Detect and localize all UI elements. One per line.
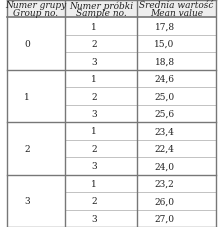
- Text: 26,0: 26,0: [154, 196, 175, 205]
- Text: 2: 2: [24, 144, 30, 153]
- Text: 3: 3: [91, 214, 97, 223]
- Text: 3: 3: [91, 162, 97, 171]
- Text: 24,0: 24,0: [154, 162, 175, 171]
- Text: 23,4: 23,4: [155, 127, 175, 136]
- Text: 24,6: 24,6: [154, 75, 175, 84]
- Text: 2: 2: [91, 144, 97, 153]
- Text: Group no.: Group no.: [13, 9, 59, 18]
- Text: 3: 3: [91, 109, 97, 118]
- Text: 2: 2: [91, 196, 97, 205]
- Text: Numer próbki: Numer próbki: [69, 1, 133, 11]
- Text: 25,0: 25,0: [154, 92, 175, 101]
- Bar: [137, 1, 216, 18]
- Text: Mean value: Mean value: [150, 9, 203, 18]
- Text: 25,6: 25,6: [154, 109, 175, 118]
- Text: 2: 2: [91, 92, 97, 101]
- Text: Numer grupy: Numer grupy: [5, 1, 67, 10]
- Text: 22,4: 22,4: [155, 144, 175, 153]
- Text: 1: 1: [91, 75, 97, 84]
- Bar: [7, 1, 65, 18]
- Text: 2: 2: [91, 40, 97, 49]
- Text: 23,2: 23,2: [155, 179, 174, 188]
- Text: 3: 3: [24, 196, 30, 205]
- Text: 1: 1: [91, 22, 97, 32]
- Text: 27,0: 27,0: [154, 214, 175, 223]
- Text: 0: 0: [24, 40, 30, 49]
- Text: 15,0: 15,0: [154, 40, 175, 49]
- Text: 1: 1: [91, 127, 97, 136]
- Text: 18,8: 18,8: [154, 57, 175, 66]
- Text: 1: 1: [91, 179, 97, 188]
- Bar: [65, 1, 137, 18]
- Text: 1: 1: [24, 92, 30, 101]
- Text: 17,8: 17,8: [154, 22, 175, 32]
- Text: Średnia wartość: Średnia wartość: [139, 1, 214, 10]
- Text: Sample no.: Sample no.: [76, 9, 126, 18]
- Text: 3: 3: [91, 57, 97, 66]
